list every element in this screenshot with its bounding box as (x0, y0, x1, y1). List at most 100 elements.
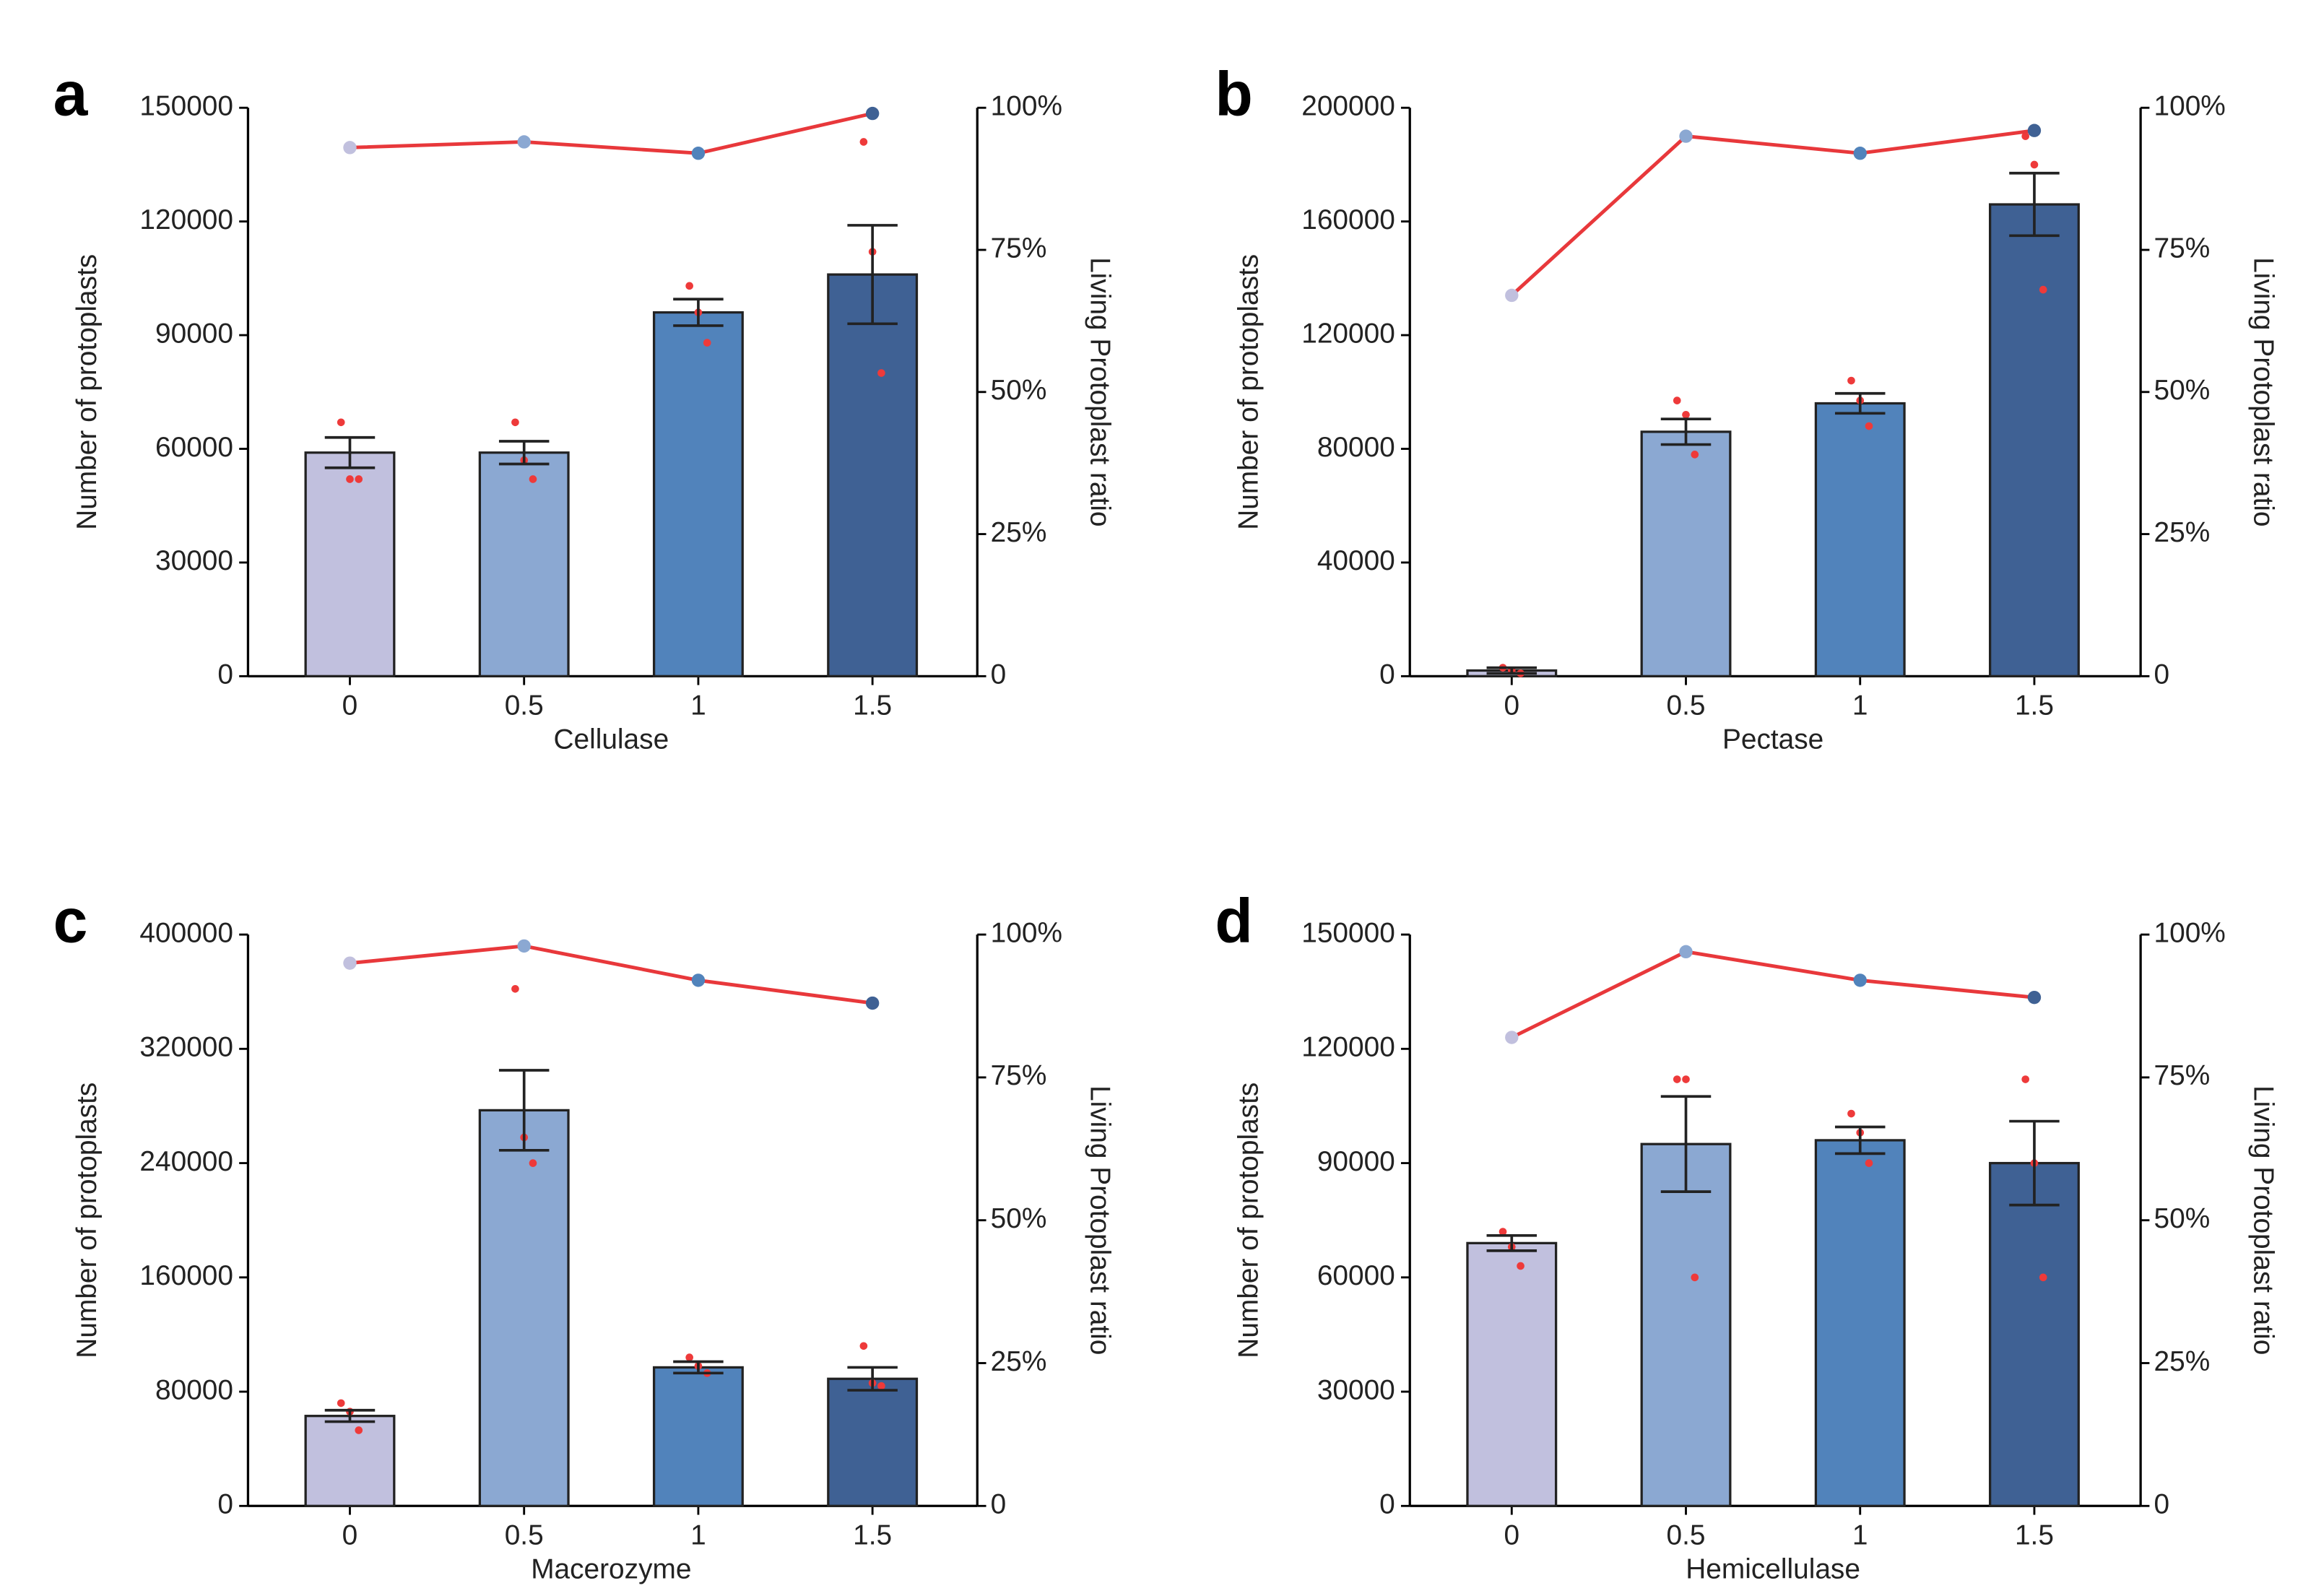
y2-tick-label: 100% (2154, 917, 2226, 948)
y-tick-label: 0 (1379, 659, 1395, 690)
x-axis-label: Pectase (1722, 724, 1823, 755)
data-point (859, 1342, 868, 1350)
data-point (511, 418, 519, 427)
x-tick-label: 0 (342, 690, 358, 721)
data-point (2021, 1075, 2029, 1083)
data-point (355, 1426, 363, 1434)
bar (1466, 1241, 1558, 1507)
y2-tick-label: 0 (2154, 659, 2170, 690)
bar (1814, 1139, 1906, 1507)
y-tick-label: 60000 (155, 432, 233, 463)
y-tick-label: 60000 (1317, 1260, 1395, 1291)
data-point (1847, 1109, 1855, 1118)
line-marker (865, 106, 880, 121)
y-axis-label: Number of protoplasts (71, 254, 103, 530)
data-point (2039, 1273, 2047, 1282)
y2-tick-label: 75% (991, 233, 1047, 264)
y-tick-label: 240000 (139, 1146, 233, 1177)
line-marker (1679, 945, 1693, 959)
y2-tick-label: 0 (991, 1489, 1007, 1520)
bar (1988, 1161, 2080, 1507)
x-tick-label: 0.5 (1667, 690, 1706, 721)
line-marker (691, 147, 706, 160)
data-point (337, 418, 345, 427)
y2-tick-label: 75% (2154, 233, 2211, 264)
y2-axis-label: Living Protoplast ratio (1085, 257, 1116, 526)
y2-tick-label: 100% (991, 917, 1062, 948)
y2-tick-label: 50% (2154, 1203, 2211, 1234)
y-tick-label: 90000 (155, 318, 233, 349)
x-tick-label: 1 (690, 1519, 706, 1551)
y-tick-label: 0 (217, 659, 233, 690)
data-point (2039, 285, 2047, 294)
y2-tick-label: 50% (991, 1203, 1047, 1234)
bar (827, 273, 919, 677)
x-tick-label: 0 (342, 1519, 358, 1551)
data-point (1847, 376, 1855, 385)
x-tick-label: 1 (1852, 1519, 1868, 1551)
y2-tick-label: 75% (991, 1060, 1047, 1091)
panel-label: c (53, 887, 88, 956)
x-tick-label: 1.5 (853, 1519, 892, 1551)
ratio-line (1511, 950, 2035, 1039)
bar (1640, 430, 1732, 677)
y-axis-label: Number of protoplasts (71, 1083, 103, 1358)
bar (827, 1377, 919, 1507)
line-marker (1505, 288, 1519, 303)
line-marker (517, 135, 531, 149)
x-tick-label: 1.5 (2015, 1519, 2054, 1551)
y-tick-label: 80000 (1317, 432, 1395, 463)
data-point (1865, 1159, 1873, 1167)
y-tick-label: 120000 (1301, 1032, 1395, 1063)
line-marker (2027, 990, 2042, 1005)
data-point (1682, 410, 1690, 419)
y2-axis-label: Living Protoplast ratio (1085, 1085, 1116, 1355)
data-point (1517, 1262, 1525, 1270)
y-tick-label: 30000 (155, 545, 233, 576)
y-tick-label: 320000 (139, 1032, 233, 1063)
line-marker (343, 141, 357, 155)
y2-tick-label: 25% (991, 517, 1047, 548)
data-point (877, 369, 885, 377)
y2-tick-label: 50% (991, 375, 1047, 406)
data-point (1865, 422, 1873, 430)
y2-tick-label: 25% (2154, 517, 2211, 548)
y-tick-label: 40000 (1317, 545, 1395, 576)
panel-label: d (1215, 887, 1252, 956)
data-point (529, 475, 537, 483)
x-axis-label: Macerozyme (531, 1554, 691, 1585)
data-point (877, 1382, 885, 1390)
y2-tick-label: 0 (2154, 1489, 2170, 1520)
y-tick-label: 30000 (1317, 1374, 1395, 1405)
y-tick-label: 80000 (155, 1374, 233, 1405)
bar (304, 1415, 396, 1507)
bar (1988, 203, 2080, 677)
x-tick-label: 0 (1504, 1519, 1519, 1551)
bar (1814, 402, 1906, 677)
y-tick-label: 150000 (139, 91, 233, 122)
data-point (859, 138, 868, 146)
data-point (2021, 132, 2029, 140)
y-tick-label: 400000 (139, 917, 233, 948)
line-marker (865, 996, 880, 1010)
bar (478, 451, 570, 677)
y2-tick-label: 25% (2154, 1346, 2211, 1377)
y2-tick-label: 50% (2154, 375, 2211, 406)
y-tick-label: 120000 (139, 204, 233, 235)
y-tick-label: 200000 (1301, 91, 1395, 122)
data-point (337, 1399, 345, 1408)
x-tick-label: 0.5 (505, 1519, 544, 1551)
y2-tick-label: 75% (2154, 1060, 2211, 1091)
line-marker (1679, 129, 1693, 143)
data-point (529, 1159, 537, 1167)
x-tick-label: 0 (1504, 690, 1519, 721)
data-point (355, 475, 363, 483)
line-marker (343, 956, 357, 970)
y2-axis-label: Living Protoplast ratio (2247, 1085, 2278, 1355)
x-tick-label: 0.5 (1667, 1519, 1706, 1551)
y-tick-label: 160000 (1301, 204, 1395, 235)
y-tick-label: 90000 (1317, 1146, 1395, 1177)
data-point (511, 984, 519, 993)
line-marker (2027, 123, 2042, 137)
data-point (1691, 1273, 1699, 1282)
